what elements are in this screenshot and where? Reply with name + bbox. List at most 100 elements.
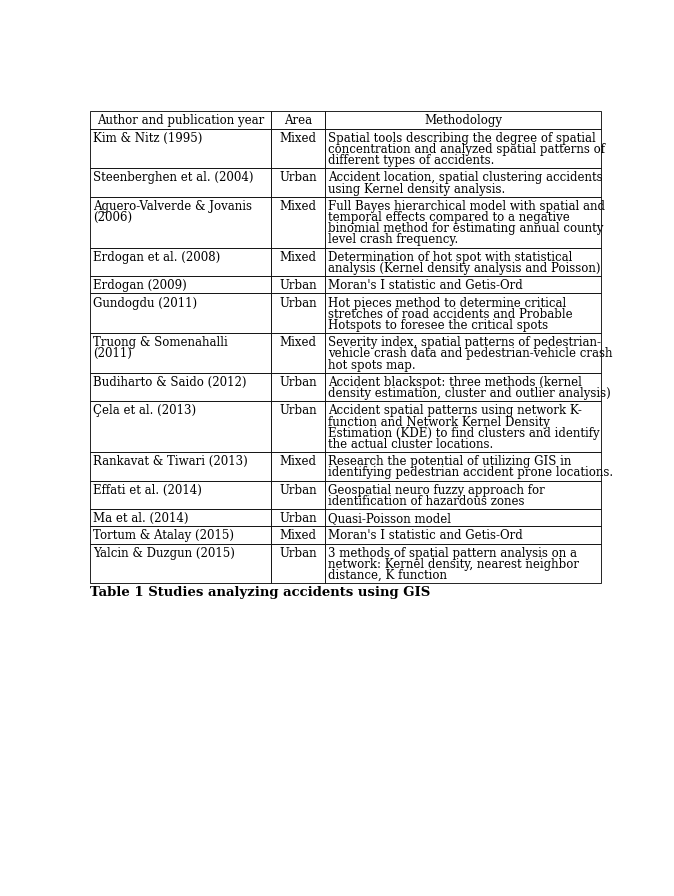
Text: Accident location, spatial clustering accidents: Accident location, spatial clustering ac…	[328, 171, 603, 185]
Text: Mixed: Mixed	[280, 200, 317, 213]
Bar	[90, 373, 271, 401]
Bar	[325, 544, 601, 583]
Text: analysis (Kernel density analysis and Poisson): analysis (Kernel density analysis and Po…	[328, 262, 601, 275]
Text: density estimation, cluster and outlier analysis): density estimation, cluster and outlier …	[328, 387, 611, 400]
Text: Aguero-Valverde & Jovanis: Aguero-Valverde & Jovanis	[93, 200, 252, 213]
Text: Urban: Urban	[279, 280, 317, 292]
Text: Methodology: Methodology	[424, 115, 502, 127]
Bar	[271, 247, 325, 276]
Bar	[90, 452, 271, 480]
Bar	[271, 373, 325, 401]
Text: Urban: Urban	[279, 484, 317, 496]
Bar	[271, 333, 325, 373]
Bar	[90, 401, 271, 452]
Text: Mixed: Mixed	[280, 336, 317, 349]
Bar	[271, 544, 325, 583]
Text: Erdogan et al. (2008): Erdogan et al. (2008)	[93, 251, 220, 263]
Text: Truong & Somenahalli: Truong & Somenahalli	[93, 336, 228, 349]
Bar	[90, 247, 271, 276]
Text: Hotspots to foresee the critical spots: Hotspots to foresee the critical spots	[328, 319, 549, 332]
Bar	[325, 294, 601, 333]
Text: Mixed: Mixed	[280, 455, 317, 469]
Bar	[271, 168, 325, 197]
Bar	[90, 276, 271, 294]
Text: identifying pedestrian accident prone locations.: identifying pedestrian accident prone lo…	[328, 466, 613, 479]
Text: Table 1 Studies analyzing accidents using GIS: Table 1 Studies analyzing accidents usin…	[90, 587, 430, 599]
Bar	[271, 509, 325, 527]
Text: Research the potential of utilizing GIS in: Research the potential of utilizing GIS …	[328, 455, 572, 469]
Bar	[271, 197, 325, 247]
Bar	[271, 480, 325, 509]
Text: Urban: Urban	[279, 547, 317, 560]
Bar	[271, 452, 325, 480]
Bar	[90, 168, 271, 197]
Text: Hot pieces method to determine critical: Hot pieces method to determine critical	[328, 297, 567, 309]
Bar	[325, 509, 601, 527]
Text: (2006): (2006)	[93, 211, 132, 224]
Text: different types of accidents.: different types of accidents.	[328, 154, 495, 168]
Text: the actual cluster locations.: the actual cluster locations.	[328, 438, 493, 451]
Bar	[271, 111, 325, 129]
Bar	[271, 294, 325, 333]
Text: concentration and analyzed spatial patterns of: concentration and analyzed spatial patte…	[328, 143, 605, 156]
Text: level crash frequency.: level crash frequency.	[328, 234, 459, 246]
Text: Effati et al. (2014): Effati et al. (2014)	[93, 484, 202, 496]
Bar	[325, 276, 601, 294]
Text: Budiharto & Saido (2012): Budiharto & Saido (2012)	[93, 375, 247, 389]
Text: Accident blackspot: three methods (kernel: Accident blackspot: three methods (kerne…	[328, 375, 582, 389]
Text: Urban: Urban	[279, 404, 317, 418]
Text: Gundogdu (2011): Gundogdu (2011)	[93, 297, 197, 309]
Bar	[325, 247, 601, 276]
Text: using Kernel density analysis.: using Kernel density analysis.	[328, 183, 506, 195]
Text: Steenberghen et al. (2004): Steenberghen et al. (2004)	[93, 171, 253, 185]
Bar	[325, 333, 601, 373]
Text: Geospatial neuro fuzzy approach for: Geospatial neuro fuzzy approach for	[328, 484, 545, 496]
Text: Quasi-Poisson model: Quasi-Poisson model	[328, 513, 452, 525]
Text: hot spots map.: hot spots map.	[328, 358, 416, 372]
Bar	[90, 111, 271, 129]
Text: Mixed: Mixed	[280, 132, 317, 145]
Text: Severity index, spatial patterns of pedestrian-: Severity index, spatial patterns of pede…	[328, 336, 601, 349]
Bar	[325, 168, 601, 197]
Text: Mixed: Mixed	[280, 251, 317, 263]
Bar	[325, 129, 601, 168]
Text: function and Network Kernel Density: function and Network Kernel Density	[328, 416, 551, 428]
Text: Spatial tools describing the degree of spatial: Spatial tools describing the degree of s…	[328, 132, 596, 145]
Bar	[325, 401, 601, 452]
Text: Urban: Urban	[279, 297, 317, 309]
Text: Author and publication year: Author and publication year	[97, 115, 264, 127]
Text: Urban: Urban	[279, 513, 317, 525]
Bar	[271, 276, 325, 294]
Bar	[271, 129, 325, 168]
Text: (2011): (2011)	[93, 348, 132, 360]
Text: Urban: Urban	[279, 375, 317, 389]
Bar	[325, 480, 601, 509]
Text: 3 methods of spatial pattern analysis on a: 3 methods of spatial pattern analysis on…	[328, 547, 578, 560]
Bar	[90, 294, 271, 333]
Text: Urban: Urban	[279, 171, 317, 185]
Text: Rankavat & Tiwari (2013): Rankavat & Tiwari (2013)	[93, 455, 248, 469]
Text: Moran's I statistic and Getis-Ord: Moran's I statistic and Getis-Ord	[328, 530, 523, 542]
Bar	[90, 197, 271, 247]
Bar	[325, 197, 601, 247]
Bar	[325, 111, 601, 129]
Bar	[90, 527, 271, 544]
Bar	[90, 544, 271, 583]
Text: Erdogan (2009): Erdogan (2009)	[93, 280, 187, 292]
Bar	[90, 333, 271, 373]
Text: identification of hazardous zones: identification of hazardous zones	[328, 495, 525, 508]
Text: Full Bayes hierarchical model with spatial and: Full Bayes hierarchical model with spati…	[328, 200, 605, 213]
Text: distance, K function: distance, K function	[328, 569, 448, 582]
Bar	[325, 452, 601, 480]
Text: stretches of road accidents and Probable: stretches of road accidents and Probable	[328, 307, 573, 321]
Text: Area: Area	[284, 115, 312, 127]
Bar	[325, 527, 601, 544]
Text: Çela et al. (2013): Çela et al. (2013)	[93, 404, 196, 418]
Text: Kim & Nitz (1995): Kim & Nitz (1995)	[93, 132, 203, 145]
Text: vehicle crash data and pedestrian-vehicle crash: vehicle crash data and pedestrian-vehicl…	[328, 348, 613, 360]
Text: Tortum & Atalay (2015): Tortum & Atalay (2015)	[93, 530, 234, 542]
Text: Mixed: Mixed	[280, 530, 317, 542]
Text: Yalcin & Duzgun (2015): Yalcin & Duzgun (2015)	[93, 547, 235, 560]
Bar	[271, 401, 325, 452]
Bar	[271, 527, 325, 544]
